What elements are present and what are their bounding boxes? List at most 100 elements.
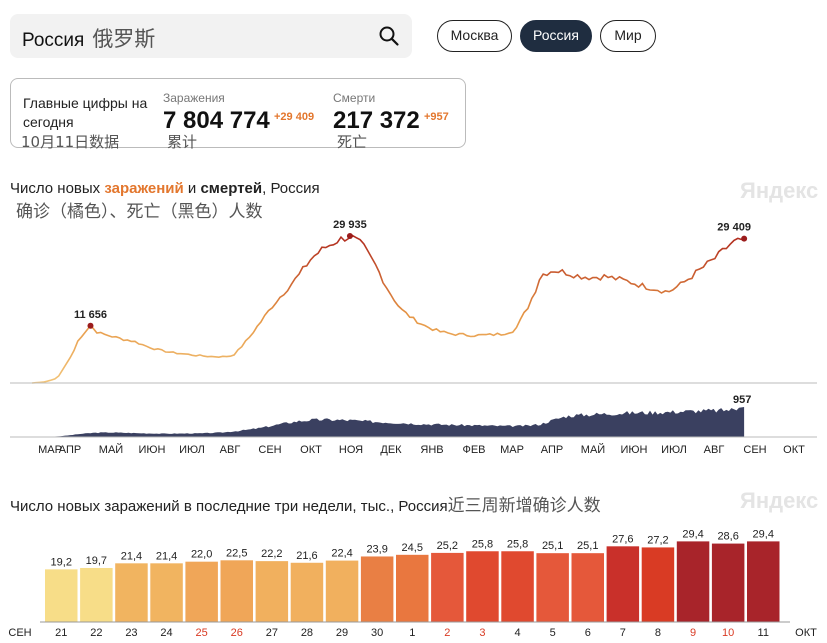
x-tick-label: ЯНВ xyxy=(420,444,443,456)
x-tick-label: АПР xyxy=(59,444,81,456)
bar xyxy=(255,561,289,622)
bar-value-label: 21,4 xyxy=(156,550,177,562)
x-tick-label: ОКТ xyxy=(783,444,805,456)
bar-value-label: 22,2 xyxy=(261,548,282,560)
bar-value-label: 25,1 xyxy=(577,540,598,552)
chart2-annotation: 近三周新增确诊人数 xyxy=(447,496,601,516)
bar xyxy=(396,554,429,622)
x-tick-label: ИЮН xyxy=(621,444,648,456)
bar-value-label: 23,9 xyxy=(366,543,387,555)
x-tick-label: НОЯ xyxy=(339,444,363,456)
region-pill-moscow[interactable]: Москва xyxy=(437,20,512,52)
region-pill-world[interactable]: Мир xyxy=(600,20,656,52)
bar xyxy=(115,563,148,622)
cases-peak-marker xyxy=(346,233,353,239)
bar-value-label: 27,2 xyxy=(647,534,668,546)
bar-category-label: 6 xyxy=(585,627,591,639)
x-tick-label: АВГ xyxy=(220,444,241,456)
bar-value-label: 21,4 xyxy=(121,550,142,562)
bar xyxy=(501,551,534,622)
infections-label: Заражения xyxy=(163,91,225,105)
bar-value-label: 22,0 xyxy=(191,549,212,561)
cases-peak-marker xyxy=(741,235,748,242)
x-tick-label: АВГ xyxy=(704,444,725,456)
bar-value-label: 19,7 xyxy=(86,555,107,567)
month-right-label: ОКТ xyxy=(795,627,817,639)
bar-category-label: 30 xyxy=(371,627,383,639)
month-left-label: СЕН xyxy=(8,627,31,639)
x-tick-label: МАР xyxy=(38,444,62,456)
bar-category-label: 28 xyxy=(301,627,313,639)
bar-value-label: 19,2 xyxy=(51,556,72,568)
bar xyxy=(641,547,675,622)
bar xyxy=(676,541,710,622)
x-tick-label: МАЙ xyxy=(581,443,605,456)
search-icon[interactable] xyxy=(378,25,400,47)
bar xyxy=(220,560,253,622)
bar-value-label: 24,5 xyxy=(402,542,423,554)
x-tick-label: ДЕК xyxy=(380,444,402,456)
chart1-watermark: Яндекс xyxy=(740,178,819,203)
infections-delta: +29 409 xyxy=(274,111,315,123)
chart1-title-pre: Число новых xyxy=(10,180,105,197)
bar-value-label: 25,2 xyxy=(437,540,458,552)
bar-value-label: 22,5 xyxy=(226,547,247,559)
deaths-delta: +957 xyxy=(424,111,449,123)
x-tick-label: ИЮЛ xyxy=(661,444,687,456)
bar xyxy=(606,546,640,622)
summary-title: Главные цифры на сегодня xyxy=(23,95,148,130)
bar xyxy=(325,560,359,622)
bar xyxy=(80,567,113,622)
bar-category-label: 29 xyxy=(336,627,348,639)
chart1-title-mid: и xyxy=(183,180,201,197)
x-tick-label: ИЮЛ xyxy=(179,444,205,456)
bar xyxy=(150,563,183,622)
search-query: Россия xyxy=(22,30,85,51)
cases-peak-label: 29 409 xyxy=(717,222,751,234)
summary-panel: Главные цифры на сегодня 10月11日数据 Зараже… xyxy=(10,78,466,151)
bar-category-label: 9 xyxy=(690,627,696,639)
bar xyxy=(711,543,745,622)
region-pill-russia[interactable]: Россия xyxy=(520,20,592,52)
bar xyxy=(360,556,394,622)
bar xyxy=(431,552,464,622)
deaths-note: 死亡 xyxy=(337,133,368,151)
bar-value-label: 29,4 xyxy=(682,528,703,540)
bar-category-label: 8 xyxy=(655,627,661,639)
bar-value-label: 27,6 xyxy=(612,533,633,545)
chart1-annotation: 确诊（橘色）、死亡（黑色）人数 xyxy=(16,202,263,222)
bar xyxy=(466,551,499,622)
bar-category-label: 21 xyxy=(55,627,67,639)
bar-category-label: 4 xyxy=(514,627,520,639)
chart2-title-text: Число новых заражений в последние три не… xyxy=(10,498,448,515)
x-tick-label: СЕН xyxy=(258,444,281,456)
bar-value-label: 21,6 xyxy=(296,550,317,562)
bar-category-label: 24 xyxy=(160,627,172,639)
bar-category-label: 3 xyxy=(479,627,485,639)
search-annotation: 俄罗斯 xyxy=(92,27,156,51)
deaths-area xyxy=(32,407,745,437)
x-tick-label: АПР xyxy=(541,444,563,456)
x-tick-label: СЕН xyxy=(743,444,766,456)
cases-line xyxy=(31,234,742,384)
bar-category-label: 5 xyxy=(550,627,556,639)
search-input[interactable]: Россия 俄罗斯 xyxy=(22,23,155,53)
x-tick-label: МАЙ xyxy=(99,443,123,456)
bar xyxy=(571,553,604,622)
bar-category-label: 27 xyxy=(266,627,278,639)
x-tick-label: ОКТ xyxy=(300,444,322,456)
cases-peak-label: 11 656 xyxy=(74,309,107,321)
infections-value: 7 804 774 xyxy=(163,107,270,134)
bar-value-label: 22,4 xyxy=(331,548,352,560)
search-box[interactable]: Россия 俄罗斯 xyxy=(10,14,412,58)
deaths-label: Смерти xyxy=(333,91,376,105)
bar xyxy=(45,569,78,622)
summary-date-note: 10月11日数据 xyxy=(21,133,120,151)
bar-value-label: 29,4 xyxy=(753,528,774,540)
bar-category-label: 25 xyxy=(196,627,208,639)
infections-note: 累计 xyxy=(167,133,198,151)
chart1-title-post: , Россия xyxy=(262,180,320,197)
bar-value-label: 25,1 xyxy=(542,540,563,552)
x-tick-label: МАР xyxy=(500,444,524,456)
